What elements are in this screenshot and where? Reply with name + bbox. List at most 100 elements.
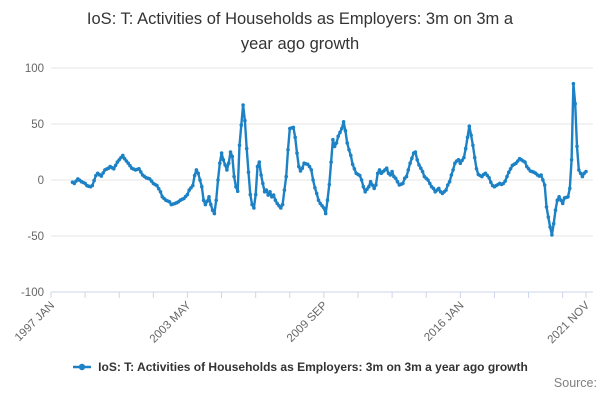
data-point-marker[interactable] (191, 183, 195, 188)
data-point-marker[interactable] (347, 148, 351, 152)
data-point-marker[interactable] (286, 148, 290, 152)
data-point-marker[interactable] (451, 168, 455, 172)
data-point-marker[interactable] (548, 225, 552, 229)
data-point-marker[interactable] (359, 178, 364, 182)
data-point-marker[interactable] (243, 118, 247, 123)
data-point-marker[interactable] (577, 168, 581, 172)
data-point-marker[interactable] (99, 174, 104, 178)
data-point-marker[interactable] (489, 180, 493, 184)
data-point-marker[interactable] (198, 178, 202, 182)
data-point-marker[interactable] (463, 146, 468, 151)
data-point-marker[interactable] (560, 201, 565, 206)
data-point-marker[interactable] (375, 171, 380, 176)
data-point-marker[interactable] (523, 160, 527, 164)
data-point-marker[interactable] (331, 137, 335, 142)
data-point-marker[interactable] (268, 190, 272, 194)
data-point-marker[interactable] (446, 183, 450, 187)
data-point-marker[interactable] (309, 168, 314, 172)
data-point-marker[interactable] (401, 181, 405, 186)
data-point-marker[interactable] (393, 176, 398, 181)
data-point-marker[interactable] (241, 103, 245, 107)
data-point-marker[interactable] (101, 171, 105, 175)
data-point-marker[interactable] (205, 199, 209, 204)
data-point-marker[interactable] (428, 181, 432, 186)
data-point-marker[interactable] (92, 178, 96, 183)
data-point-marker[interactable] (234, 184, 238, 189)
data-point-marker[interactable] (322, 206, 326, 210)
data-point-marker[interactable] (550, 233, 554, 237)
data-point-marker[interactable] (257, 160, 262, 164)
data-point-marker[interactable] (431, 186, 436, 191)
data-point-marker[interactable] (363, 190, 368, 194)
data-point-marker[interactable] (370, 183, 375, 187)
data-point-marker[interactable] (580, 174, 585, 179)
data-point-marker[interactable] (358, 173, 362, 178)
data-point-marker[interactable] (244, 146, 249, 151)
data-point-marker[interactable] (365, 187, 369, 191)
data-point-marker[interactable] (465, 135, 470, 140)
data-point-marker[interactable] (248, 192, 253, 197)
data-point-marker[interactable] (406, 168, 411, 172)
data-point-marker[interactable] (291, 125, 296, 130)
data-point-marker[interactable] (246, 170, 251, 174)
legend-item[interactable]: IoS: T: Activities of Households as Empl… (72, 360, 528, 374)
data-point-marker[interactable] (137, 167, 141, 171)
data-point-marker[interactable] (261, 181, 265, 186)
data-point-marker[interactable] (361, 184, 366, 189)
data-point-marker[interactable] (314, 191, 319, 196)
data-point-marker[interactable] (372, 186, 377, 191)
data-point-marker[interactable] (388, 173, 393, 177)
data-point-marker[interactable] (255, 164, 260, 169)
data-point-marker[interactable] (507, 170, 511, 174)
data-point-marker[interactable] (192, 173, 197, 178)
data-point-marker[interactable] (338, 130, 342, 135)
data-point-marker[interactable] (415, 158, 420, 162)
data-point-marker[interactable] (460, 158, 464, 163)
data-point-marker[interactable] (368, 179, 373, 184)
data-point-marker[interactable] (311, 178, 315, 182)
data-point-marker[interactable] (555, 198, 560, 202)
data-point-marker[interactable] (300, 166, 305, 170)
data-point-marker[interactable] (458, 161, 463, 165)
data-point-marker[interactable] (237, 143, 242, 148)
data-point-marker[interactable] (185, 192, 190, 197)
data-point-marker[interactable] (341, 120, 346, 124)
data-point-marker[interactable] (408, 161, 412, 165)
data-point-marker[interactable] (350, 162, 355, 167)
data-point-marker[interactable] (280, 202, 285, 207)
data-point-marker[interactable] (216, 178, 220, 182)
data-point-marker[interactable] (571, 81, 576, 86)
data-point-marker[interactable] (456, 158, 461, 162)
data-point-marker[interactable] (559, 198, 563, 202)
data-point-marker[interactable] (126, 161, 130, 165)
data-point-marker[interactable] (307, 164, 312, 169)
data-point-marker[interactable] (352, 167, 357, 171)
data-point-marker[interactable] (194, 168, 199, 172)
data-point-marker[interactable] (90, 183, 95, 188)
data-point-marker[interactable] (467, 124, 472, 128)
data-point-marker[interactable] (553, 208, 558, 212)
data-point-marker[interactable] (377, 168, 382, 172)
data-point-marker[interactable] (295, 151, 299, 155)
data-point-marker[interactable] (298, 169, 303, 173)
data-point-marker[interactable] (584, 169, 588, 174)
data-point-marker[interactable] (472, 155, 477, 160)
data-point-marker[interactable] (444, 188, 448, 192)
data-point-marker[interactable] (573, 102, 577, 106)
data-point-marker[interactable] (340, 126, 344, 131)
data-point-marker[interactable] (293, 135, 298, 140)
data-point-marker[interactable] (214, 198, 218, 202)
data-point-marker[interactable] (212, 211, 217, 216)
data-point-marker[interactable] (329, 160, 333, 164)
data-point-marker[interactable] (503, 179, 508, 183)
data-point-marker[interactable] (156, 186, 161, 191)
data-point-marker[interactable] (471, 143, 475, 148)
data-point-marker[interactable] (390, 169, 394, 174)
data-point-marker[interactable] (542, 183, 547, 187)
data-point-marker[interactable] (210, 208, 215, 212)
data-point-marker[interactable] (541, 178, 545, 182)
data-point-marker[interactable] (219, 151, 224, 155)
data-point-marker[interactable] (569, 158, 574, 162)
data-point-marker[interactable] (349, 153, 353, 158)
data-point-marker[interactable] (232, 174, 236, 179)
